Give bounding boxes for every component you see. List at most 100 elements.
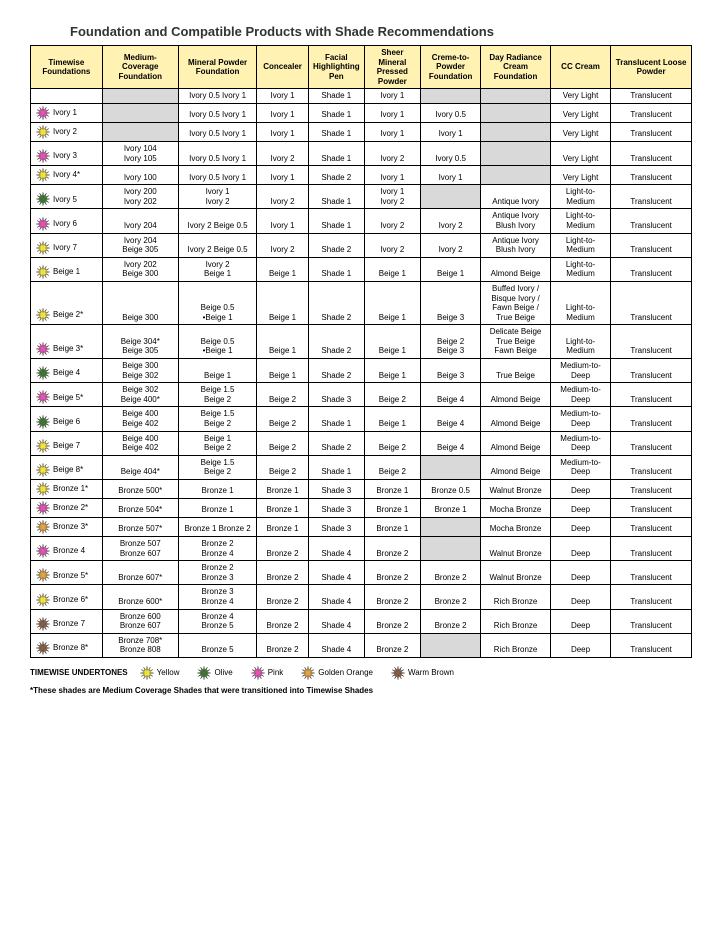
col-header: Translucent Loose Powder <box>611 46 692 89</box>
cell: True Beige <box>481 359 550 383</box>
cell: Beige 4 <box>420 407 480 431</box>
cell: Mocha Bronze <box>481 499 550 518</box>
table-row: Ivory 6Ivory 204Ivory 2 Beige 0.5Ivory 1… <box>31 209 692 233</box>
cell: Ivory 1 <box>257 209 309 233</box>
cell: Shade 4 <box>308 633 364 657</box>
cell <box>420 455 480 479</box>
cell: Bronze 1 <box>257 480 309 499</box>
cell: Translucent <box>611 89 692 104</box>
table-row: Bronze 2*Bronze 504*Bronze 1Bronze 1Shad… <box>31 499 692 518</box>
cell: Bronze 2 <box>257 537 309 561</box>
cell: Almond Beige <box>481 431 550 455</box>
cell: Ivory 1 <box>364 166 420 185</box>
table-row: Bronze 3*Bronze 507*Bronze 1 Bronze 2Bro… <box>31 518 692 537</box>
cell: Beige 404* <box>102 455 178 479</box>
cell: Medium-to-Deep <box>550 455 610 479</box>
table-row: Bronze 5*Bronze 607*Bronze 2Bronze 3Bron… <box>31 561 692 585</box>
cell: Beige 1 <box>420 257 480 281</box>
cell: Translucent <box>611 103 692 122</box>
cell <box>102 89 178 104</box>
cell: Antique IvoryBlush Ivory <box>481 209 550 233</box>
cell: Very Light <box>550 141 610 165</box>
legend-item: Golden Orange <box>301 666 373 680</box>
table-row: Ivory 3Ivory 104Ivory 105Ivory 0.5 Ivory… <box>31 141 692 165</box>
table-row: Ivory 1Ivory 0.5 Ivory 1Ivory 1Shade 1Iv… <box>31 103 692 122</box>
cell: Bronze 2Bronze 4 <box>178 537 256 561</box>
cell: Shade 1 <box>308 455 364 479</box>
cell: Shade 1 <box>308 257 364 281</box>
cell: Ivory 2 <box>257 185 309 209</box>
col-header: Sheer Mineral Pressed Powder <box>364 46 420 89</box>
cell: Bronze 3Bronze 4 <box>178 585 256 609</box>
cell: Ivory 0.5 Ivory 1 <box>178 122 256 141</box>
table-row: Ivory 2Ivory 0.5 Ivory 1Ivory 1Shade 1Iv… <box>31 122 692 141</box>
cell: Very Light <box>550 89 610 104</box>
legend-item: Pink <box>251 666 284 680</box>
cell: Translucent <box>611 480 692 499</box>
cell: Deep <box>550 518 610 537</box>
cell: Medium-to-Deep <box>550 359 610 383</box>
timewise-cell <box>31 89 103 104</box>
cell: Ivory 1 <box>364 122 420 141</box>
cell: Bronze 507* <box>102 518 178 537</box>
cell: Ivory 0.5 Ivory 1 <box>178 141 256 165</box>
cell: Almond Beige <box>481 407 550 431</box>
table-row: Ivory 7Ivory 204Beige 305Ivory 2 Beige 0… <box>31 233 692 257</box>
table-row: Ivory 0.5 Ivory 1Ivory 1Shade 1Ivory 1Ve… <box>31 89 692 104</box>
cell: Beige 400Beige 402 <box>102 431 178 455</box>
table-row: Bronze 8*Bronze 708*Bronze 808Bronze 5Br… <box>31 633 692 657</box>
cell: Bronze 4Bronze 5 <box>178 609 256 633</box>
timewise-cell: Bronze 1* <box>31 480 103 499</box>
cell <box>481 89 550 104</box>
cell: Translucent <box>611 633 692 657</box>
cell: Bronze 607* <box>102 561 178 585</box>
cell: Shade 1 <box>308 185 364 209</box>
cell: Shade 4 <box>308 537 364 561</box>
table-row: Beige 5*Beige 302Beige 400*Beige 1.5Beig… <box>31 383 692 407</box>
cell: Beige 304*Beige 305 <box>102 325 178 359</box>
cell: Ivory 1Ivory 2 <box>364 185 420 209</box>
cell: Ivory 1 <box>420 122 480 141</box>
table-row: Ivory 4*Ivory 100Ivory 0.5 Ivory 1Ivory … <box>31 166 692 185</box>
cell: Ivory 1 <box>364 103 420 122</box>
legend: TIMEWISE UNDERTONES YellowOlivePinkGolde… <box>30 666 692 680</box>
cell: Ivory 2 <box>364 209 420 233</box>
timewise-cell: Bronze 2* <box>31 499 103 518</box>
cell: Light-to-Medium <box>550 257 610 281</box>
col-header: Facial Highlighting Pen <box>308 46 364 89</box>
cell: Shade 1 <box>308 89 364 104</box>
cell: Rich Bronze <box>481 633 550 657</box>
cell: Beige 300Beige 302 <box>102 359 178 383</box>
cell: Antique Ivory <box>481 185 550 209</box>
cell: Translucent <box>611 257 692 281</box>
cell <box>102 103 178 122</box>
cell: Ivory 1 <box>257 89 309 104</box>
cell: Translucent <box>611 233 692 257</box>
cell: Beige 0.5•Beige 1 <box>178 325 256 359</box>
col-header: Mineral Powder Foundation <box>178 46 256 89</box>
table-row: Bronze 6*Bronze 600*Bronze 3Bronze 4Bron… <box>31 585 692 609</box>
cell: Buffed Ivory / Bisque Ivory / Fawn Beige… <box>481 281 550 324</box>
cell: Antique IvoryBlush Ivory <box>481 233 550 257</box>
cell: Beige 4 <box>420 383 480 407</box>
cell: Bronze 1 <box>257 499 309 518</box>
cell: Beige 1 <box>364 359 420 383</box>
cell: Beige 2 <box>257 431 309 455</box>
cell: Shade 1 <box>308 122 364 141</box>
cell: Light-to-Medium <box>550 281 610 324</box>
cell: Bronze 1 <box>364 499 420 518</box>
table-row: Bronze 1*Bronze 500*Bronze 1Bronze 1Shad… <box>31 480 692 499</box>
cell: Bronze 1 <box>364 518 420 537</box>
cell: Beige 1 <box>364 257 420 281</box>
cell: Bronze 600Bronze 607 <box>102 609 178 633</box>
cell: Beige 1 <box>178 359 256 383</box>
cell: Beige 1 <box>364 407 420 431</box>
cell: Walnut Bronze <box>481 480 550 499</box>
cell: Ivory 1 <box>420 166 480 185</box>
cell: Beige 2 <box>364 383 420 407</box>
cell <box>481 103 550 122</box>
cell: Light-to-Medium <box>550 209 610 233</box>
timewise-cell: Ivory 2 <box>31 122 103 141</box>
cell: Beige 1 <box>257 281 309 324</box>
cell: Shade 3 <box>308 480 364 499</box>
